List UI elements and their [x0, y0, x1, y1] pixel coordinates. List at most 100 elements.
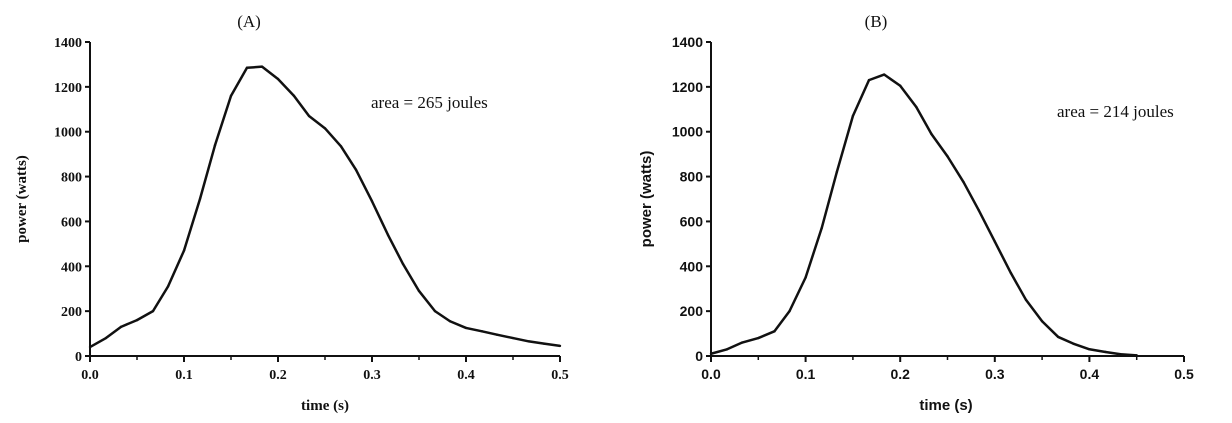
chart-a-annotation: area = 265 joules: [371, 93, 488, 112]
chart-a-data-point: [119, 325, 123, 329]
chart-a-data-point: [260, 65, 264, 68]
chart-a-data-point: [495, 333, 499, 336]
chart-b-data-point: [820, 226, 823, 230]
chart-b-x-tick-label: 0.0: [701, 366, 721, 382]
chart-b-data-point: [962, 180, 965, 184]
chart-b-x-tick-label: 0.1: [796, 366, 816, 382]
chart-b-x-tick-label: 0.4: [1080, 366, 1100, 382]
chart-a-y-tick-label: 600: [61, 215, 82, 230]
chart-a-data-point: [182, 249, 186, 252]
chart-a-x-tick-label: 0.4: [457, 368, 475, 383]
chart-b-data-point: [899, 84, 902, 87]
chart-b-data-point: [788, 309, 791, 313]
chart-a-data-point: [480, 330, 484, 333]
chart-b-data-point: [1056, 335, 1060, 339]
chart-a-data-point: [370, 200, 374, 203]
chart-b-data-point: [1024, 298, 1028, 302]
chart-b-y-label: power (watts): [638, 151, 655, 248]
chart-a-data-point: [245, 66, 249, 69]
chart-a-data-point: [558, 344, 562, 348]
chart-b-data-point: [915, 105, 918, 109]
chart-a-y-tick-label: 200: [61, 305, 82, 320]
chart-b-data-point: [1104, 350, 1107, 354]
chart-b-data-point: [867, 78, 871, 82]
chart-a-data-point: [88, 345, 92, 349]
chart-a-data-point: [464, 326, 468, 330]
chart-panel-a: (A) 0 200 400 600 800 1000 1200 1400 0.0 0.1 0.2 0…: [14, 12, 569, 414]
chart-a-data-point: [292, 94, 296, 98]
chart-b-series-line: [710, 73, 1137, 357]
chart-a-y-tick-label: 1000: [54, 126, 82, 141]
chart-a-x-tick-label: 0.5: [551, 368, 569, 383]
chart-b-data-point: [835, 170, 839, 174]
chart-b-y-tick-label: 600: [680, 213, 704, 229]
chart-b-data-point: [804, 276, 807, 279]
chart-a-data-point: [386, 233, 390, 237]
chart-b-x-tick-label: 0.3: [985, 366, 1005, 382]
chart-a-data-point: [198, 197, 202, 201]
chart-a-data-point: [527, 340, 531, 343]
chart-a-y-label: power (watts): [14, 155, 30, 243]
chart-a-data-point: [323, 127, 327, 130]
chart-a-data-point: [307, 114, 311, 118]
chart-a-data-point: [433, 309, 437, 313]
chart-b-x-label: time (s): [919, 397, 972, 414]
chart-a-data-point: [213, 143, 217, 147]
chart-b-y-tick-label: 800: [680, 169, 704, 185]
chart-b-data-point: [773, 330, 776, 333]
chart-a-x-tick-label: 0.2: [269, 368, 287, 383]
chart-b-y-tick-label: 1200: [672, 79, 703, 95]
chart-a-y-tick-label: 0: [75, 350, 82, 365]
chart-a-data-point: [511, 336, 515, 340]
chart-b-data-point: [1009, 271, 1013, 275]
chart-a-title: (A): [237, 12, 261, 31]
chart-a-data-point: [229, 94, 233, 98]
chart-b-y-tick-label: 0: [695, 348, 703, 364]
chart-b-y-tick-label: 400: [680, 258, 704, 274]
chart-b-data-point: [725, 348, 729, 351]
chart-b-data-point: [709, 352, 713, 355]
chart-b-x-tick-label: 0.5: [1174, 366, 1194, 382]
chart-a-y-tick-label: 800: [61, 171, 82, 186]
chart-a-y-tick-label: 400: [61, 260, 82, 275]
chart-a-x-tick-label: 0.1: [175, 368, 193, 383]
chart-b-annotation: area = 214 joules: [1057, 102, 1174, 121]
chart-a-data-point: [276, 77, 280, 81]
chart-b-data-point: [930, 132, 933, 136]
chart-panel-b: (B) 0 200 400 600 800 1000 1200 1400 0.0 0.1 0.2 0…: [638, 12, 1194, 414]
chart-b-y-tick-label: 1000: [672, 124, 703, 140]
chart-a-data-point: [354, 168, 358, 172]
chart-a-data-point: [135, 318, 139, 322]
chart-a-data-point: [448, 320, 452, 323]
chart-a-x-tick-label: 0.0: [81, 368, 99, 383]
chart-b-data-point: [851, 114, 855, 118]
chart-b-data-point: [993, 240, 996, 243]
chart-b-y-tick-label: 200: [680, 303, 704, 319]
chart-b-data-point: [1135, 354, 1138, 357]
chart-a-data-point: [339, 145, 343, 148]
chart-a-data-point: [401, 262, 405, 266]
chart-b-x-tick-label: 0.2: [890, 366, 910, 382]
chart-b-data-point: [1088, 348, 1091, 351]
chart-a-y-tick-label: 1200: [54, 81, 82, 96]
chart-b-title: (B): [865, 12, 888, 31]
chart-a-data-point: [542, 342, 546, 345]
chart-a-data-point: [166, 285, 170, 288]
chart-a-y-tick-label: 1400: [54, 36, 82, 51]
chart-b-data-point: [977, 209, 980, 212]
chart-b-data-point: [1072, 342, 1075, 345]
chart-b-data-point: [882, 73, 886, 76]
chart-b-data-point: [741, 341, 744, 344]
chart-a-data-point: [104, 336, 108, 340]
chart-b-y-tick-label: 1400: [672, 34, 703, 50]
chart-a-data-point: [417, 289, 421, 293]
chart-a-x-tick-label: 0.3: [363, 368, 381, 383]
chart-a-data-point: [151, 309, 155, 313]
chart-b-data-point: [946, 155, 949, 158]
chart-a-x-label: time (s): [301, 398, 349, 414]
chart-b-data-point: [1040, 320, 1044, 323]
chart-a-series-line: [89, 65, 561, 349]
chart-b-data-point: [1119, 353, 1122, 356]
chart-b-data-point: [757, 336, 760, 340]
